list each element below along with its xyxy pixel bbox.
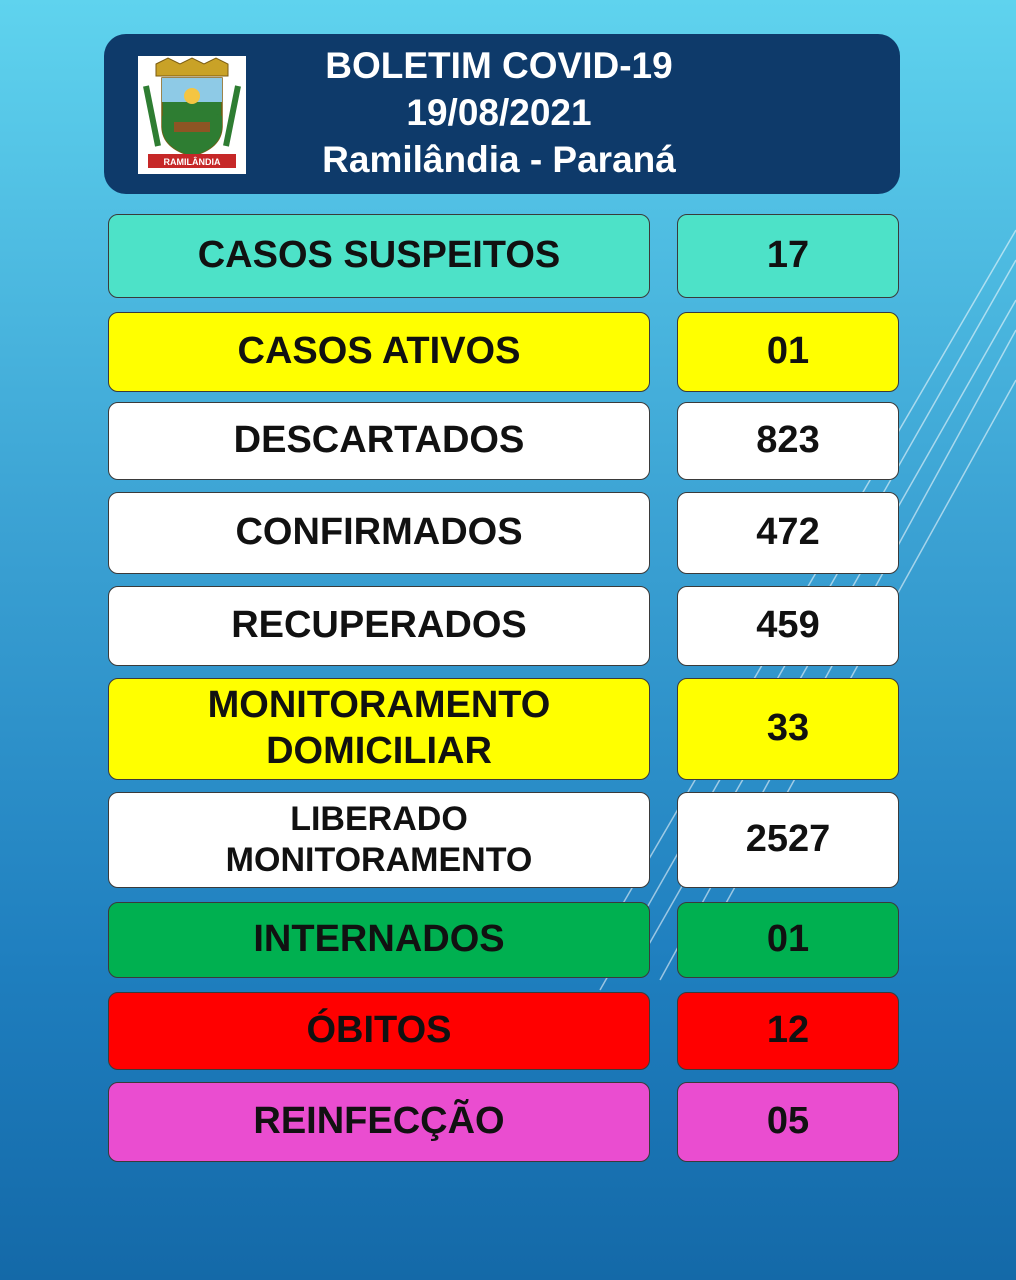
municipal-crest-logo: RAMILÂNDIA bbox=[138, 56, 246, 174]
row-label-recovered: RECUPERADOS bbox=[108, 586, 650, 666]
row-value-deaths: 12 bbox=[677, 992, 899, 1070]
row-label-released-monitoring: LIBERADO MONITORAMENTO bbox=[108, 792, 650, 888]
bulletin-location: Ramilândia - Paraná bbox=[322, 139, 676, 180]
row-label-home-monitoring-line1: MONITORAMENTO bbox=[207, 684, 551, 727]
row-label-active-cases: CASOS ATIVOS bbox=[108, 312, 650, 392]
row-value-recovered: 459 bbox=[677, 586, 899, 666]
row-value-confirmed: 472 bbox=[677, 492, 899, 574]
row-value-hospitalized: 01 bbox=[677, 902, 899, 978]
bulletin-header: RAMILÂNDIA BOLETIM COVID-19 19/08/2021 R… bbox=[104, 34, 900, 194]
row-value-home-monitoring: 33 bbox=[677, 678, 899, 780]
bulletin-title: BOLETIM COVID-19 bbox=[325, 45, 673, 86]
row-label-reinfection: REINFECÇÃO bbox=[108, 1082, 650, 1162]
bulletin-date: 19/08/2021 bbox=[406, 92, 592, 133]
row-label-released-monitoring-line2: MONITORAMENTO bbox=[225, 841, 533, 879]
row-value-discarded: 823 bbox=[677, 402, 899, 480]
row-value-reinfection: 05 bbox=[677, 1082, 899, 1162]
row-label-suspected-cases: CASOS SUSPEITOS bbox=[108, 214, 650, 298]
row-label-released-monitoring-line1: LIBERADO bbox=[290, 800, 468, 839]
row-label-home-monitoring: MONITORAMENTO DOMICILIAR bbox=[108, 678, 650, 780]
svg-text:RAMILÂNDIA: RAMILÂNDIA bbox=[164, 156, 221, 167]
row-label-hospitalized: INTERNADOS bbox=[108, 902, 650, 978]
row-label-deaths: ÓBITOS bbox=[108, 992, 650, 1070]
row-value-released-monitoring: 2527 bbox=[677, 792, 899, 888]
row-value-active-cases: 01 bbox=[677, 312, 899, 392]
row-label-discarded: DESCARTADOS bbox=[108, 402, 650, 480]
row-value-suspected-cases: 17 bbox=[677, 214, 899, 298]
row-label-confirmed: CONFIRMADOS bbox=[108, 492, 650, 574]
row-label-home-monitoring-line2: DOMICILIAR bbox=[266, 730, 492, 772]
